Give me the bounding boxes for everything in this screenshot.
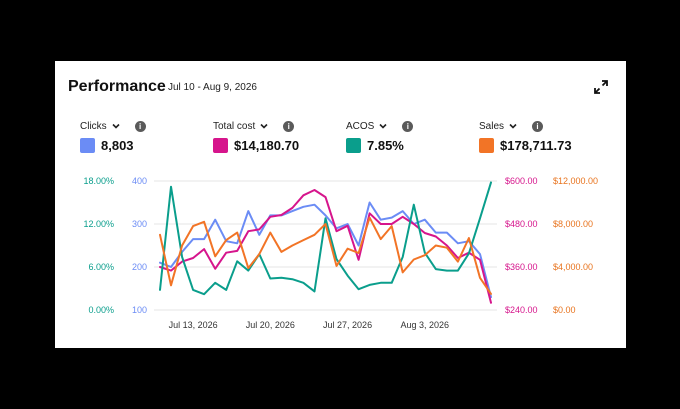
metric-acos: ACOS i 7.85% [346,119,414,153]
chevron-down-icon[interactable] [508,121,518,131]
metric-label[interactable]: ACOS [346,120,375,132]
metric-value: $14,180.70 [234,138,300,153]
metric-swatch [213,138,228,153]
chevron-down-icon[interactable] [259,121,269,131]
metric-value: $178,711.73 [500,138,572,153]
info-icon[interactable]: i [134,120,146,132]
metric-sales: Sales i $178,711.73 [479,119,572,153]
metric-label[interactable]: Clicks [80,120,107,132]
metric-swatch [80,138,95,153]
metric-swatch [479,138,494,153]
metric-label[interactable]: Sales [479,120,505,132]
info-icon[interactable]: i [283,120,295,132]
info-icon[interactable]: i [532,120,544,132]
metric-value: 7.85% [367,138,404,153]
chevron-down-icon[interactable] [378,121,388,131]
performance-card: Performance Jul 10 - Aug 9, 2026 Clicks … [55,61,626,348]
metric-swatch [346,138,361,153]
metric-value: 8,803 [101,138,134,153]
date-range: Jul 10 - Aug 9, 2026 [168,82,257,93]
expand-icon[interactable] [593,79,609,95]
metric-total-cost: Total cost i $14,180.70 [213,119,299,153]
chevron-down-icon[interactable] [111,121,121,131]
metric-clicks: Clicks i 8,803 [80,119,146,153]
page-title: Performance [68,78,166,95]
metric-label[interactable]: Total cost [213,120,256,132]
info-icon[interactable]: i [402,120,414,132]
